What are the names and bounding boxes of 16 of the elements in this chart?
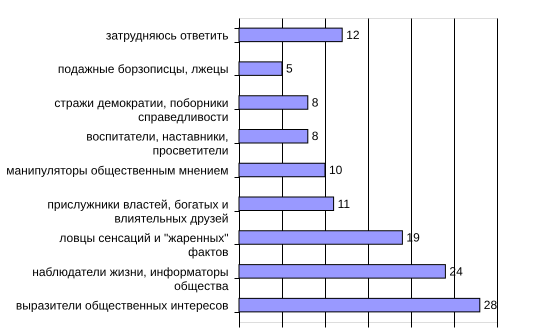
y-tick-label: наблюдатели жизни, информаторы общества	[32, 264, 229, 293]
y-tick-label: прислужники властей, богатых и влиятельных друзей	[47, 197, 228, 226]
y-tick-label: ловцы сенсаций и "жаренных" фактов	[59, 231, 228, 260]
data-label: 12	[346, 28, 360, 42]
y-tick-label: выразители общественных интересов	[16, 298, 228, 313]
data-label: 5	[286, 62, 293, 76]
y-tick-label: манипуляторы общественным мнением	[6, 164, 228, 178]
data-label: 8	[312, 95, 319, 110]
data-label: 11	[338, 196, 350, 211]
y-tick-label: подажные борзописцы, лжецы	[58, 62, 228, 76]
data-label: 10	[329, 163, 343, 177]
y-tick-label: затрудняюсь ответить	[106, 28, 228, 42]
data-label: 8	[312, 129, 319, 144]
y-tick-label: стражи демократии, поборники справедливости	[54, 96, 228, 124]
data-label: 28	[484, 298, 498, 312]
y-tick-label: воспитатели, наставники, просветители	[86, 130, 228, 158]
